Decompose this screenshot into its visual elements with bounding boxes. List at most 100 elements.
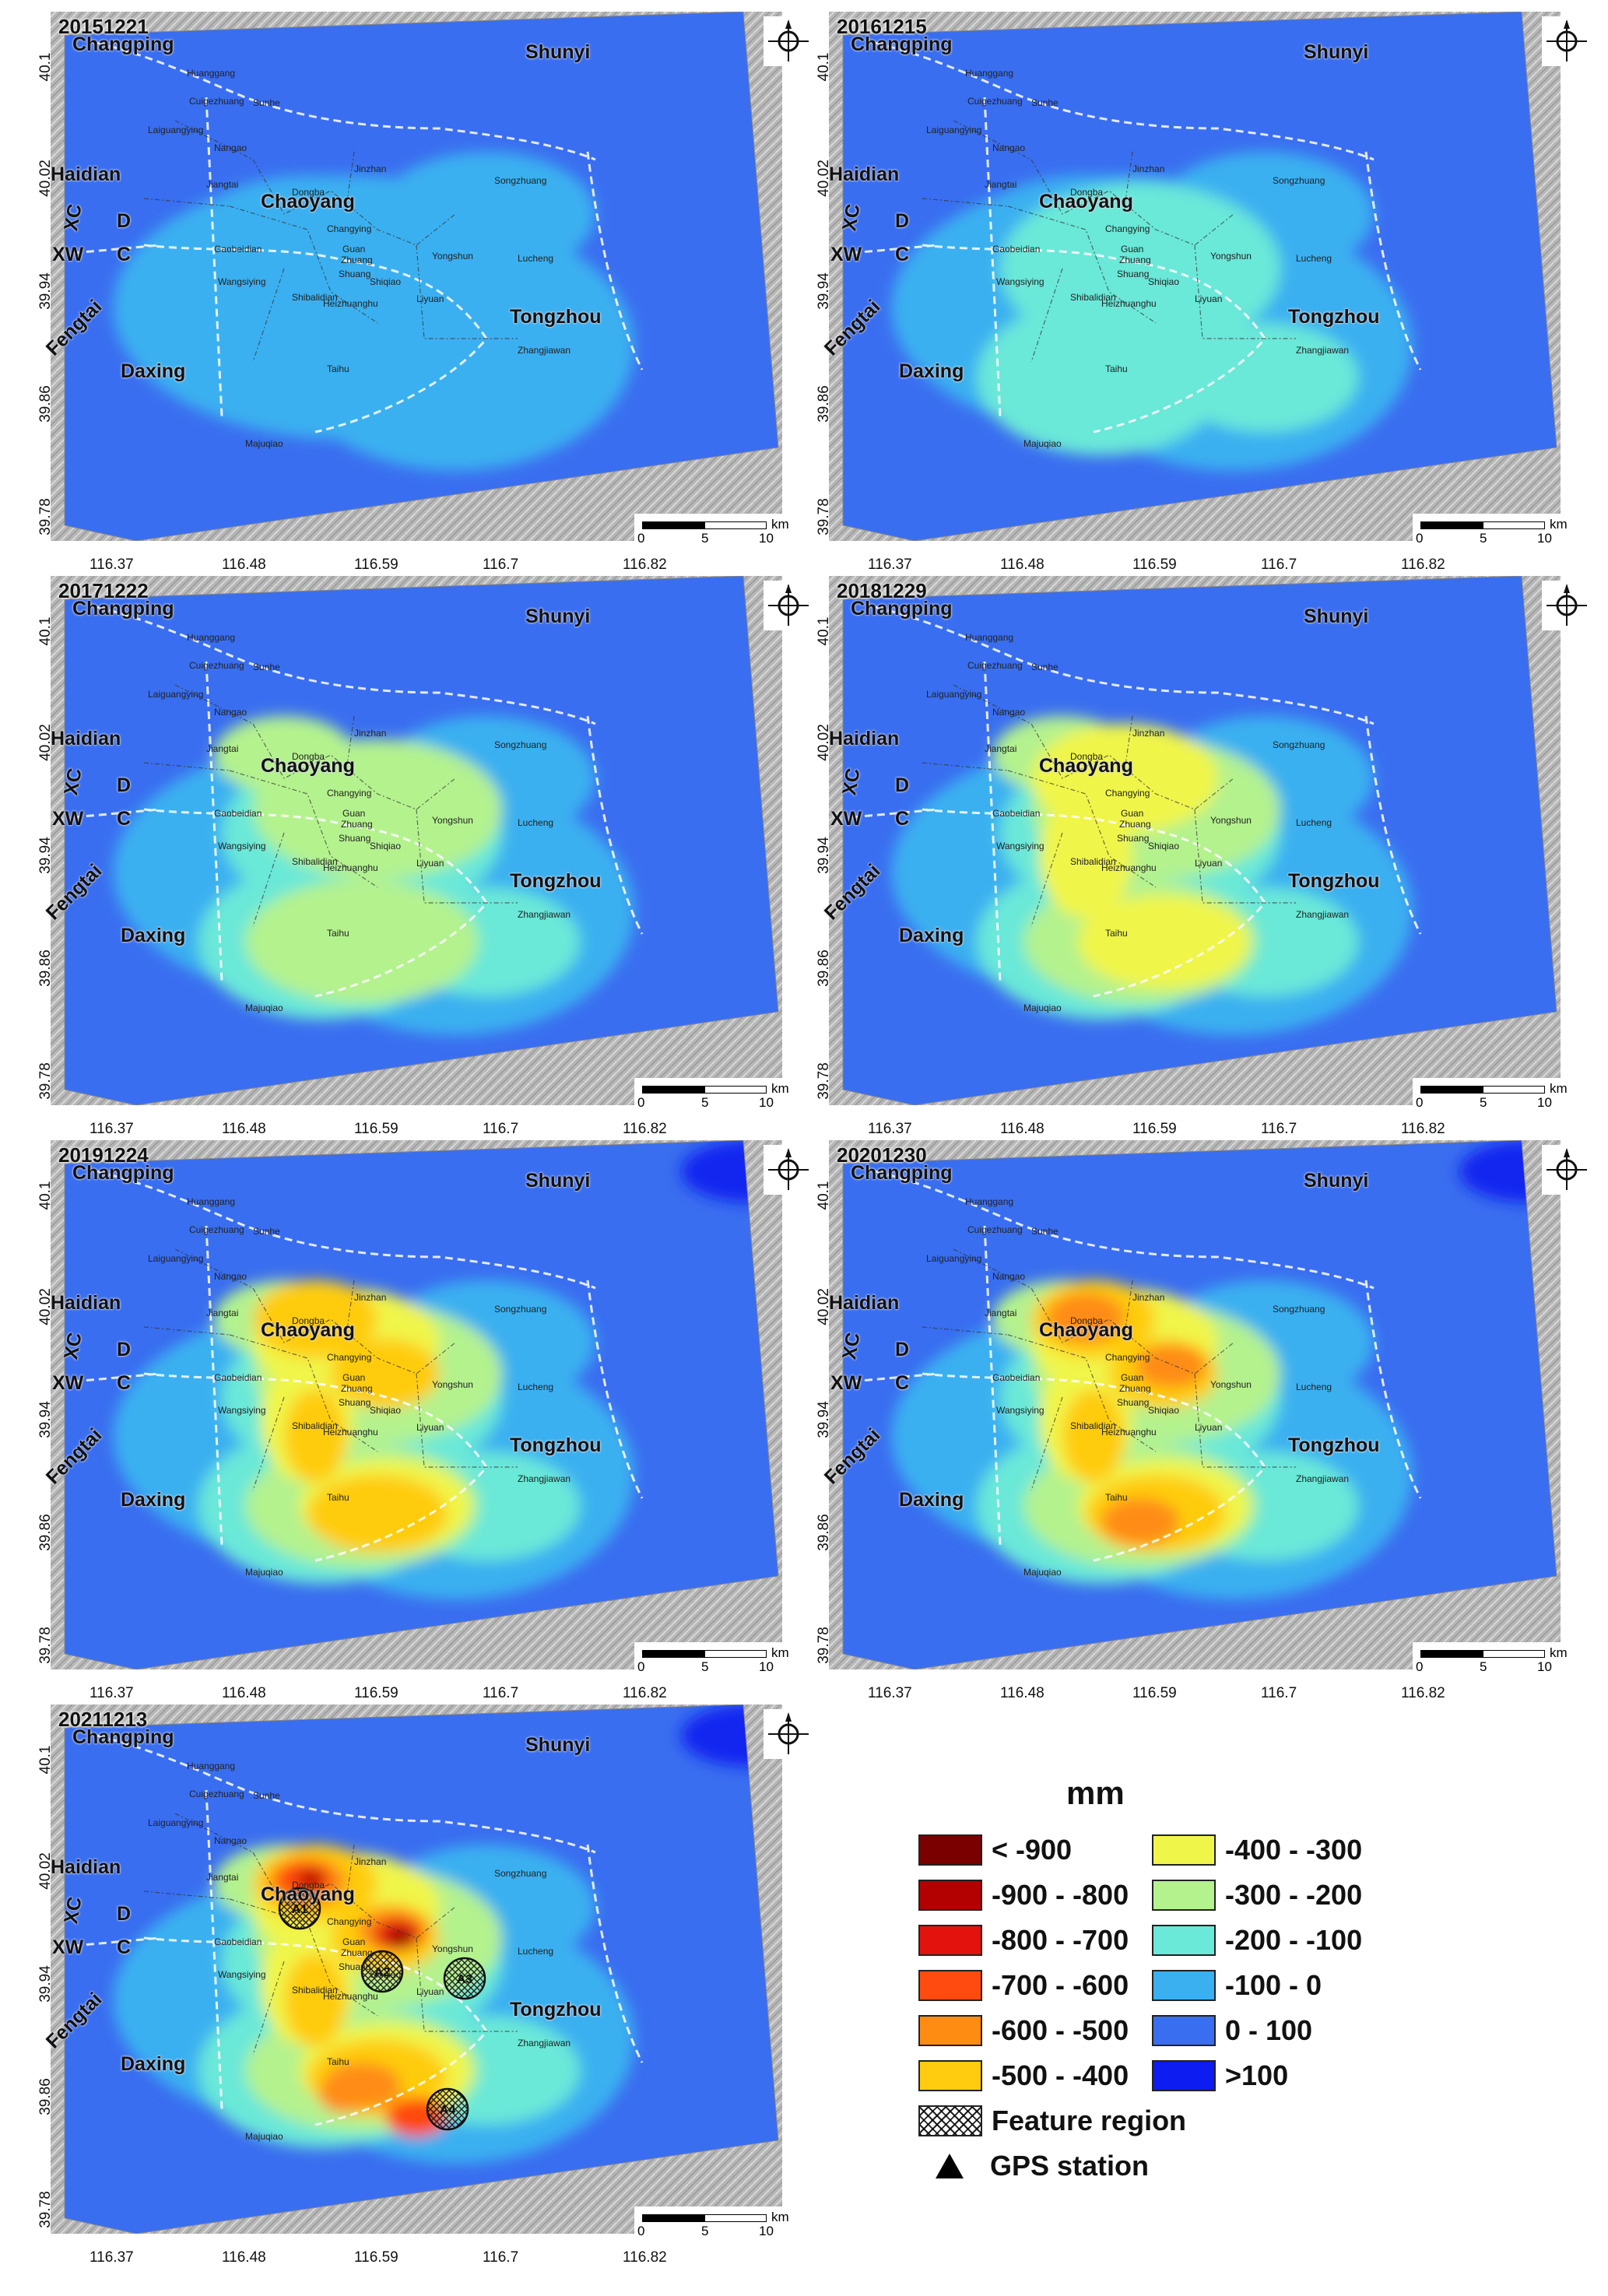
town-label-cuigezhuang: Cuigezhuang (967, 660, 1023, 671)
town-label-zhuang: Zhuang (341, 1947, 373, 1958)
y-tick-label: 39.78 (37, 1062, 54, 1100)
y-tick-label: 40.1 (37, 1181, 54, 1210)
x-tick-label: 116.37 (90, 556, 134, 573)
town-label-liyuan: Liyuan (1195, 858, 1223, 869)
district-label-c: C (117, 244, 132, 265)
town-label-zhangjiawan: Zhangjiawan (1296, 1473, 1350, 1484)
deformation-map (51, 576, 782, 1105)
town-label-zhangjiawan: Zhangjiawan (518, 909, 571, 920)
town-label-huanggang: Huanggang (187, 632, 236, 643)
town-label-shiqiao: Shiqiao (370, 1405, 402, 1416)
scale-unit: km (1550, 1081, 1568, 1096)
town-label-wangsiying: Wangsiying (218, 1405, 266, 1416)
town-label-guan: Guan (1121, 1372, 1144, 1383)
legend-item: -400 - -300 (1152, 1833, 1362, 1867)
town-label-zhuang: Zhuang (1119, 1383, 1151, 1394)
x-tick-label: 116.59 (354, 2249, 398, 2266)
town-label-zhangjiawan: Zhangjiawan (518, 1473, 571, 1484)
svg-text:A1: A1 (292, 1903, 308, 1916)
district-label-changping: Changping (851, 33, 953, 55)
north-arrow-icon (1542, 1145, 1592, 1195)
town-label-dongba: Dongba (292, 1880, 325, 1891)
town-label-shuang: Shuang (1117, 269, 1150, 279)
town-label-shuang: Shuang (339, 1397, 371, 1408)
town-label-songzhuang: Songzhuang (494, 175, 547, 186)
y-tick-label: 39.86 (816, 950, 832, 987)
legend-item: -500 - -400 (918, 2059, 1129, 2093)
town-label-guan: Guan (342, 1372, 366, 1383)
feature-region-a4: A4 (426, 2087, 469, 2131)
district-label-xw: XW (52, 1372, 84, 1394)
legend-swatch (1152, 1880, 1216, 1911)
legend-swatch (918, 2015, 982, 2046)
district-label-haidian: Haidian (51, 163, 121, 185)
town-label-huanggang: Huanggang (187, 1761, 236, 1771)
town-label-changying: Changying (1105, 788, 1150, 799)
north-arrow-icon (1542, 16, 1592, 66)
district-label-shunyi: Shunyi (1304, 41, 1369, 63)
x-tick-label: 116.37 (868, 556, 912, 573)
town-label-changying: Changying (327, 223, 372, 234)
town-label-jiangtai: Jiangtai (206, 743, 239, 754)
y-tick-label: 40.1 (37, 1745, 54, 1775)
district-label-shunyi: Shunyi (1304, 1170, 1369, 1192)
district-label-xc: XC (60, 202, 86, 233)
y-tick-label: 40.1 (816, 1181, 832, 1210)
district-label-d: D (117, 210, 132, 232)
scale-tick: 0 (637, 2224, 645, 2238)
district-label-xw: XW (830, 244, 862, 265)
town-label-heizhuanghu: Heizhuanghu (1101, 298, 1157, 309)
town-label-liyuan: Liyuan (416, 1422, 444, 1433)
x-tick-label: 116.7 (1261, 556, 1297, 573)
town-label-huanggang: Huanggang (965, 1196, 1014, 1207)
feature-region-a1: A1 (278, 1887, 321, 1930)
town-label-shiqiao: Shiqiao (1148, 276, 1180, 287)
deformation-map (51, 1140, 782, 1669)
legend-title: mm (1066, 1775, 1125, 1811)
x-tick-label: 116.7 (483, 1121, 519, 1137)
scale-bar-segment (642, 1086, 704, 1094)
town-label-heizhuanghu: Heizhuanghu (323, 1991, 378, 2002)
district-label-daxing: Daxing (121, 925, 186, 946)
district-label-changping: Changping (851, 598, 953, 620)
y-tick-label: 39.78 (37, 1627, 54, 1664)
y-tick-label: 40.02 (816, 1288, 832, 1325)
legend-label: 0 - 100 (1225, 2014, 1313, 2046)
north-arrow-icon (1542, 581, 1592, 630)
town-label-guan: Guan (1121, 808, 1144, 819)
town-label-liyuan: Liyuan (416, 293, 444, 304)
y-tick-label: 40.02 (816, 160, 832, 197)
scale-tick: 10 (759, 1659, 774, 1674)
district-label-changping: Changping (851, 1162, 953, 1184)
scale-bar: km 0 5 10 (634, 2206, 821, 2241)
scale-tick: 10 (1537, 1095, 1552, 1110)
scale-tick: 5 (1480, 1659, 1487, 1674)
north-arrow-icon (764, 581, 813, 630)
legend-label: Feature region (992, 2105, 1187, 2136)
gps-triangle-icon (936, 2154, 964, 2178)
scale-bar-segment (642, 2214, 704, 2222)
district-label-c: C (117, 1936, 132, 1958)
panel-date: 20181229 (837, 579, 927, 602)
town-label-guan: Guan (342, 244, 366, 255)
town-label-shuang: Shuang (1117, 1397, 1150, 1408)
town-label-taihu: Taihu (327, 928, 349, 939)
town-label-sunhe: Sunhe (253, 1790, 280, 1801)
town-label-shibalidian: Shibalidian (292, 856, 338, 867)
district-label-daxing: Daxing (899, 360, 964, 382)
scale-tick: 10 (759, 531, 774, 546)
x-tick-label: 116.82 (623, 1685, 667, 1701)
district-label-xc: XC (838, 766, 865, 797)
town-label-taihu: Taihu (1105, 363, 1128, 374)
town-label-changying: Changying (327, 1352, 372, 1363)
deformation-map (829, 12, 1561, 541)
town-label-cuigezhuang: Cuigezhuang (189, 1224, 244, 1235)
town-label-guan: Guan (342, 808, 366, 819)
town-label-dongba: Dongba (1070, 751, 1104, 762)
x-tick-label: 116.7 (1261, 1121, 1297, 1137)
district-label-chaoyang: Chaoyang (261, 1883, 355, 1905)
legend-label: GPS station (990, 2150, 1150, 2182)
town-label-jiangtai: Jiangtai (985, 1308, 1017, 1318)
panel-date: 20191224 (58, 1143, 149, 1167)
town-label-sunhe: Sunhe (1031, 97, 1059, 108)
